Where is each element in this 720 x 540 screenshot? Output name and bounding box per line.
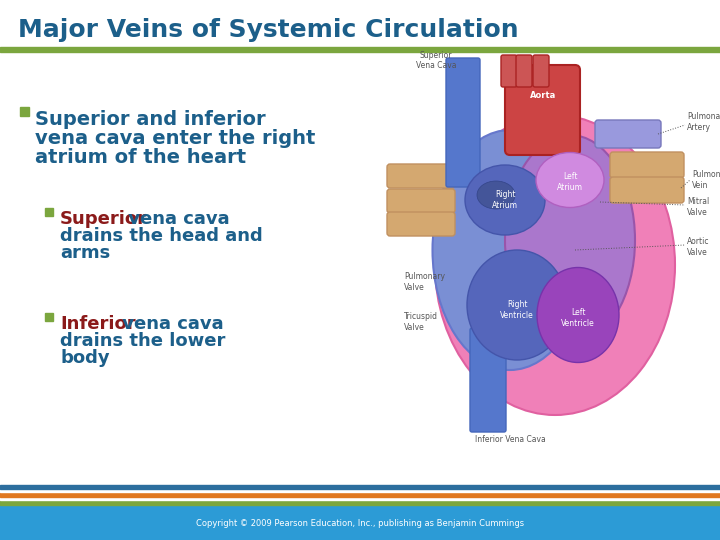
FancyBboxPatch shape	[387, 212, 455, 236]
Bar	[0, 47, 720, 52]
Text: drains the lower: drains the lower	[60, 332, 225, 350]
FancyBboxPatch shape	[446, 58, 480, 187]
Bar	[0, 505, 720, 540]
Text: Superior: Superior	[60, 210, 147, 228]
Ellipse shape	[536, 152, 604, 207]
Text: Superior and inferior: Superior and inferior	[35, 110, 266, 129]
Text: Major Veins of Systemic Circulation: Major Veins of Systemic Circulation	[18, 18, 518, 42]
FancyBboxPatch shape	[501, 55, 517, 87]
FancyBboxPatch shape	[516, 55, 532, 87]
FancyBboxPatch shape	[595, 120, 661, 148]
Text: Left
Atrium: Left Atrium	[557, 172, 583, 192]
Text: drains the head and: drains the head and	[60, 227, 263, 245]
Text: Copyright © 2009 Pearson Education, Inc., publishing as Benjamin Cummings: Copyright © 2009 Pearson Education, Inc.…	[196, 518, 524, 528]
Text: Right
Ventricle: Right Ventricle	[500, 300, 534, 320]
Ellipse shape	[433, 130, 588, 370]
FancyBboxPatch shape	[387, 164, 455, 188]
Text: vena cava: vena cava	[116, 315, 224, 333]
Text: Mitral
Valve: Mitral Valve	[687, 197, 709, 217]
Text: Pulmonary
Vein: Pulmonary Vein	[692, 170, 720, 190]
Text: Superior
Vena Cava: Superior Vena Cava	[415, 51, 456, 70]
Ellipse shape	[465, 165, 545, 235]
Bar	[0, 500, 720, 505]
Text: Left
Ventricle: Left Ventricle	[561, 308, 595, 328]
Bar	[45, 208, 53, 216]
Ellipse shape	[505, 135, 635, 345]
Text: arms: arms	[60, 244, 110, 262]
Text: Inferior Vena Cava: Inferior Vena Cava	[474, 435, 545, 444]
Ellipse shape	[435, 115, 675, 415]
Text: vena cava enter the right: vena cava enter the right	[35, 129, 315, 148]
Bar	[20, 107, 29, 116]
FancyBboxPatch shape	[610, 177, 684, 203]
Ellipse shape	[467, 250, 567, 360]
Bar	[0, 497, 720, 500]
FancyBboxPatch shape	[533, 55, 549, 87]
Text: Tricuspid
Valve: Tricuspid Valve	[404, 312, 438, 332]
Text: Pulmonary
Valve: Pulmonary Valve	[404, 272, 445, 292]
Text: Pulmonary
Artery: Pulmonary Artery	[687, 112, 720, 132]
Ellipse shape	[477, 181, 515, 209]
Bar	[0, 489, 720, 492]
Text: vena cava: vena cava	[122, 210, 230, 228]
Ellipse shape	[537, 267, 619, 362]
Text: Aorta: Aorta	[530, 91, 556, 99]
FancyBboxPatch shape	[610, 152, 684, 178]
Text: atrium of the heart: atrium of the heart	[35, 148, 246, 167]
Bar	[45, 313, 53, 321]
FancyBboxPatch shape	[470, 328, 506, 432]
FancyBboxPatch shape	[505, 65, 580, 155]
FancyBboxPatch shape	[387, 189, 455, 213]
Text: Aortic
Valve: Aortic Valve	[687, 237, 709, 256]
Text: body: body	[60, 349, 109, 367]
Bar	[0, 485, 720, 489]
Text: Inferior: Inferior	[60, 315, 135, 333]
Bar	[0, 492, 720, 497]
Text: Right
Atrium: Right Atrium	[492, 190, 518, 210]
